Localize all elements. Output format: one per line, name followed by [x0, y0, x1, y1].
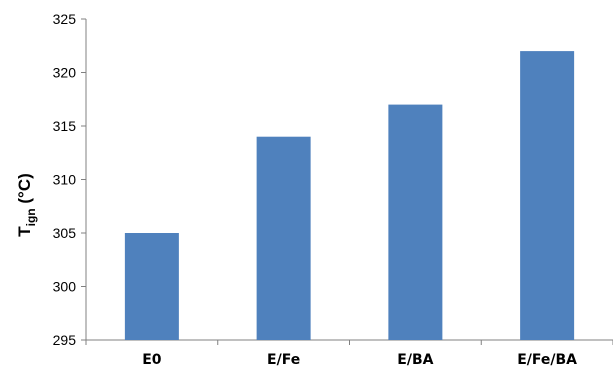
x-ticks: [85, 340, 613, 345]
bar-e-fe: [256, 136, 311, 340]
y-tick-label: 320: [53, 65, 77, 81]
bar-e-fe-ba: [520, 51, 575, 340]
y-axis-label: Tign (°C): [15, 173, 38, 237]
category-label: E/Fe/BA: [517, 352, 577, 368]
y-tick-label: 305: [53, 225, 77, 241]
category-labels: E0 E/Fe E/BA E/Fe/BA: [142, 352, 577, 368]
category-label: E/Fe: [267, 352, 300, 368]
x-axis: [85, 339, 613, 345]
y-tick-label: 310: [53, 172, 77, 188]
y-axis: 295 300 305 310 315 320 325: [53, 11, 87, 348]
y-tick-label: 325: [53, 11, 77, 27]
y-tick-label: 295: [53, 332, 77, 348]
y-axis-label-main: T: [15, 226, 34, 237]
bar-e0: [124, 233, 179, 340]
y-axis-label-unit: (°C): [15, 173, 34, 208]
bars: [124, 51, 575, 340]
y-tick-label: 315: [53, 118, 77, 134]
y-axis-label-subscript: ign: [24, 208, 38, 226]
category-label: E0: [142, 352, 162, 368]
bar-e-ba: [388, 104, 443, 340]
y-ticks: 295 300 305 310 315 320 325: [53, 11, 86, 348]
y-tick-label: 300: [53, 279, 77, 295]
category-label: E/BA: [397, 352, 433, 368]
